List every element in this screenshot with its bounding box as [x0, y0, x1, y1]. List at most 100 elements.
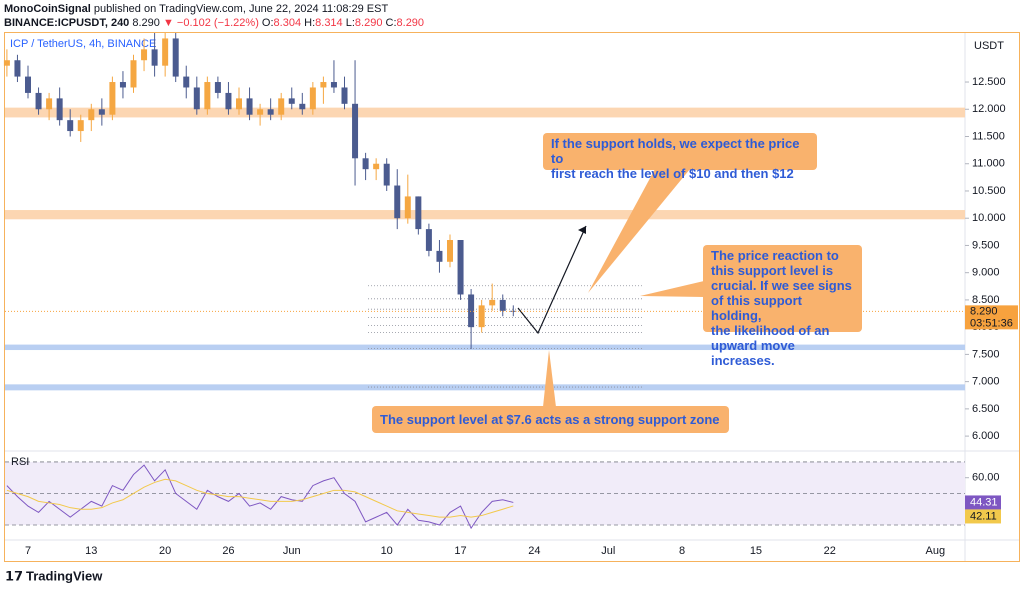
y-tick-label: 7.500	[972, 348, 1000, 360]
header-line: BINANCE:ICPUSDT, 240 8.290 ▼ −0.102 (−1.…	[4, 17, 424, 29]
zone	[5, 107, 965, 118]
candle-body	[278, 98, 285, 115]
logo: TradingView	[26, 568, 103, 583]
candle-body	[67, 120, 74, 132]
candle-body	[246, 98, 253, 115]
ohlc-value: 8.304	[273, 17, 302, 29]
candle-body	[457, 240, 464, 295]
x-tick-label: Jun	[283, 545, 301, 557]
candle-body	[415, 196, 422, 230]
candle-body	[162, 38, 169, 66]
symbol: BINANCE:ICPUSDT, 240	[4, 17, 130, 29]
candle-body	[309, 87, 316, 110]
logo-mark: 𝟭𝟳	[5, 568, 23, 583]
y-tick-label: 11.000	[972, 158, 1005, 170]
ohlc-label: H:	[304, 17, 316, 29]
rsi-value-label: 42.11	[970, 510, 997, 522]
ohlc-label: C:	[385, 17, 397, 29]
candle-body	[25, 76, 31, 93]
x-tick-label: Jul	[601, 545, 615, 557]
candle-body	[478, 305, 485, 328]
y-tick-label: 12.500	[972, 76, 1006, 88]
candle-body	[56, 98, 63, 121]
callout-pointer	[640, 281, 704, 297]
x-tick-label: 20	[159, 545, 171, 557]
zone	[5, 210, 965, 220]
y-tick-label: 6.000	[972, 430, 1000, 442]
rsi-legend: RSI	[11, 456, 29, 468]
published: published on TradingView.com, June 22, 2…	[93, 3, 389, 15]
x-tick-label: 7	[25, 545, 31, 557]
y-tick-label: 60.00	[972, 472, 1000, 484]
ohlc: O:8.304 H:8.314 L:8.290 C:8.290	[262, 17, 424, 29]
last-price-box	[965, 305, 1018, 330]
annotation: If the support holds, we expect the pric…	[543, 133, 817, 181]
ohlc-label: L:	[345, 17, 355, 29]
candle-body	[425, 229, 432, 251]
candle-body	[320, 82, 327, 88]
x-tick-label: 24	[528, 545, 540, 557]
candle-body	[183, 76, 190, 88]
rsi-value-box	[965, 495, 1001, 510]
candle-body	[236, 98, 242, 110]
candle-body	[510, 310, 517, 312]
candle-body	[330, 82, 337, 88]
candle-body	[119, 82, 126, 88]
x-tick-label: 26	[222, 545, 234, 557]
candle-body	[77, 120, 84, 132]
rsi-line	[6, 464, 514, 530]
author: MonoCoinSignal	[4, 3, 91, 15]
ohlc-value: 8.290	[396, 17, 425, 29]
candle-body	[3, 60, 10, 66]
candle-body	[341, 87, 348, 104]
candle-body	[404, 196, 411, 219]
candle-body	[257, 109, 264, 115]
candle-body	[46, 98, 53, 110]
header-line: MonoCoinSignal published on TradingView.…	[4, 3, 388, 15]
x-tick-label: 10	[381, 545, 393, 557]
candle-body	[436, 250, 443, 262]
ohlc-label: O:	[261, 17, 274, 29]
x-tick-label: 15	[750, 545, 762, 557]
rsi-value-box	[965, 509, 1001, 524]
candle-body	[141, 49, 148, 61]
x-tick-label: 17	[454, 545, 466, 557]
candle-body	[88, 109, 95, 121]
rsi-value-label: 44.31	[970, 496, 998, 508]
candle-body	[288, 98, 295, 104]
candle-body	[130, 60, 137, 88]
frame	[4, 32, 1020, 562]
change: ▼ −0.102 (−1.22%)	[162, 17, 259, 29]
candle-body	[98, 109, 105, 115]
annotation: The support level at $7.6 acts as a stro…	[372, 406, 729, 433]
candle-body	[499, 299, 506, 311]
annotation: The price reaction to this support level…	[703, 245, 862, 368]
y-tick-label: 12.000	[972, 103, 1006, 115]
y-tick-label: 9.500	[972, 239, 1000, 251]
candle-body	[373, 163, 380, 170]
y-tick-label: 7.000	[972, 376, 1000, 388]
last-price-label: 8.290	[970, 305, 998, 317]
candle-body	[204, 82, 211, 110]
candle-body	[267, 109, 274, 115]
candle-body	[193, 87, 200, 110]
x-tick-label: 13	[85, 545, 97, 557]
candle-body	[383, 163, 390, 186]
candle-body	[14, 60, 21, 77]
ohlc-value: 8.290	[354, 17, 383, 29]
currency: USDT	[974, 40, 1004, 52]
y-tick-label: 10.500	[972, 185, 1006, 197]
candle-body	[299, 103, 306, 110]
x-tick-label: 8	[679, 545, 685, 557]
callout-pointer	[543, 350, 556, 407]
candle-body	[362, 158, 369, 170]
candle-body	[151, 49, 158, 66]
candle-body	[447, 240, 453, 262]
candle-body	[35, 92, 42, 110]
x-tick-label: 22	[824, 545, 836, 557]
candle-body	[468, 294, 475, 328]
y-tick-label: 10.000	[972, 212, 1006, 224]
callout-pointer	[588, 169, 690, 293]
